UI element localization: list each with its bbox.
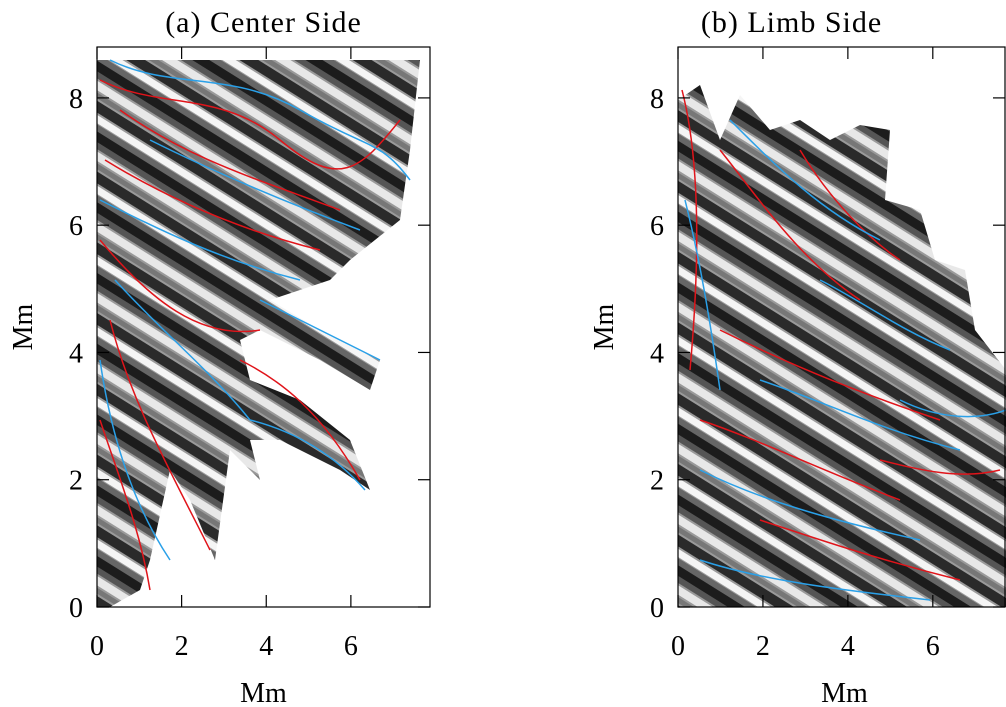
y-tick-label: 0 [69,593,83,624]
y-tick-label: 8 [650,84,664,115]
y-tick-label: 2 [69,466,83,497]
x-tick-label: 0 [90,631,104,662]
y-tick-label: 0 [650,593,664,624]
x-axis-label: Mm [240,678,287,707]
image-panel-a [97,59,420,607]
image-panel-b [678,85,1006,607]
y-axis-label: Mm [8,303,39,350]
y-tick-label: 2 [650,466,664,497]
axes-frame [96,46,431,608]
chart-title: (a) Center Side [165,6,362,39]
x-tick-label: 4 [259,631,273,662]
y-tick-label: 8 [69,84,83,115]
axes-frame [677,46,1006,608]
x-tick-label: 6 [344,631,358,662]
x-axis-label: Mm [821,678,868,707]
x-tick-label: 4 [841,631,855,662]
y-axis-label: Mm [589,303,620,350]
x-tick-label: 6 [926,631,940,662]
x-tick-label: 2 [756,631,770,662]
y-tick-label: 4 [650,338,664,369]
chart-title: (b) Limb Side [701,6,882,39]
y-tick-label: 6 [69,211,83,242]
y-tick-label: 6 [650,211,664,242]
x-tick-label: 2 [175,631,189,662]
x-tick-label: 0 [671,631,685,662]
y-tick-label: 4 [69,338,83,369]
